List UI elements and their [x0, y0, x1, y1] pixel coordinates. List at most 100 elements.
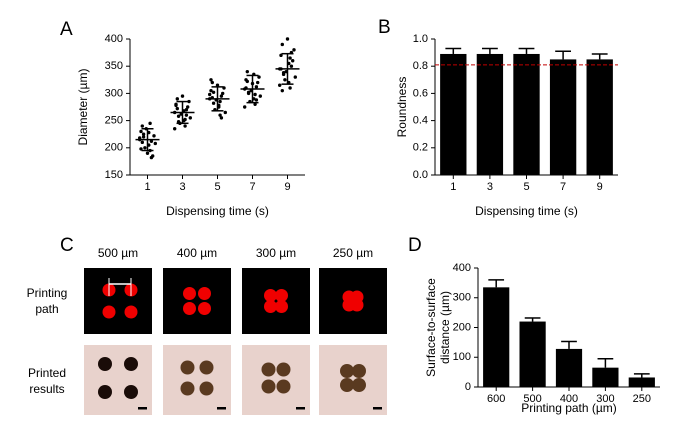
data-point [187, 99, 191, 104]
data-point [256, 80, 260, 85]
spheroid [352, 378, 366, 392]
spheroid [199, 381, 214, 396]
bar [555, 348, 583, 387]
data-point [293, 75, 297, 79]
data-point [175, 106, 179, 111]
y-tick-label: 0.4 [413, 115, 428, 127]
bar [628, 377, 655, 387]
data-point [289, 64, 294, 68]
spheroid [340, 364, 354, 378]
data-point [145, 151, 150, 155]
panel-label: D [408, 235, 422, 256]
data-point [218, 99, 222, 104]
data-point [246, 90, 251, 95]
column-header: 250 µm [333, 246, 373, 260]
data-point [143, 146, 147, 150]
data-point [149, 139, 154, 143]
data-point [184, 113, 189, 117]
row-label: results [29, 382, 64, 396]
bar [592, 367, 619, 387]
y-tick-label: 1.0 [413, 33, 428, 45]
data-point [215, 83, 220, 87]
data-point [174, 103, 178, 108]
data-point [140, 124, 144, 128]
x-tick-label: 1 [144, 181, 150, 193]
data-point [211, 90, 216, 95]
data-point [152, 134, 156, 138]
data-point [141, 132, 146, 136]
spheroid [352, 364, 366, 378]
data-point [254, 98, 259, 102]
x-axis-label: Printing path (µm) [521, 401, 617, 415]
panel-label: A [60, 19, 73, 40]
y-tick-label: 150 [105, 169, 123, 181]
data-point [188, 116, 192, 120]
bar [586, 59, 613, 175]
spheroid [276, 362, 291, 377]
x-tick-label: 5 [523, 181, 529, 193]
data-point [281, 71, 286, 75]
y-tick-label: 400 [453, 262, 471, 274]
spheroid [180, 360, 195, 375]
spheroid [261, 362, 276, 377]
y-tick-label: 0.0 [413, 169, 428, 181]
data-point [211, 101, 216, 105]
path-dot [102, 305, 116, 319]
bar [549, 59, 577, 175]
y-axis-label: Diameter (µm) [76, 69, 90, 146]
photo [84, 345, 152, 415]
data-point [175, 97, 179, 101]
y-tick-label: 250 [105, 115, 123, 127]
path-dot [198, 287, 211, 300]
x-tick-label: 250 [633, 393, 651, 405]
bar [483, 287, 510, 387]
y-tick-label: 300 [453, 292, 471, 304]
data-point [148, 121, 152, 126]
column-header: 500 µm [98, 246, 138, 260]
data-point [278, 83, 282, 87]
path-dot [264, 300, 277, 313]
photo [242, 345, 310, 415]
x-tick-label: 500 [523, 393, 541, 405]
data-point [243, 105, 247, 109]
data-point [139, 129, 143, 134]
data-point [219, 94, 224, 98]
panel-label: B [378, 17, 391, 38]
data-point [253, 102, 257, 106]
x-tick-label: 9 [284, 181, 290, 193]
row-label: path [35, 302, 58, 316]
path-dot [198, 302, 211, 315]
path-image [242, 268, 310, 334]
x-axis-label: Dispensing time (s) [475, 204, 578, 218]
y-tick-label: 200 [105, 142, 123, 154]
data-point [285, 37, 290, 41]
bar [440, 53, 467, 175]
scale-bar [296, 407, 305, 410]
data-point [209, 88, 213, 93]
scale-bar [217, 407, 226, 410]
data-point [288, 86, 292, 90]
data-point [180, 94, 185, 98]
data-point [280, 42, 284, 47]
path-dot [183, 287, 196, 300]
row-label: Printing [27, 286, 68, 300]
column-header: 400 µm [177, 246, 217, 260]
data-point [186, 105, 190, 109]
data-point [253, 92, 257, 97]
path-dot [275, 289, 288, 302]
data-point [149, 155, 154, 160]
y-tick-label: 0.6 [413, 87, 428, 99]
bar [519, 321, 546, 387]
x-tick-label: 3 [487, 181, 493, 193]
y-tick-label: 0.2 [413, 142, 428, 154]
data-point [280, 88, 284, 93]
y-tick-label: 300 [105, 87, 123, 99]
spheroid [124, 385, 138, 399]
data-point [153, 141, 157, 146]
path-dot [264, 289, 277, 302]
data-point [184, 108, 189, 112]
y-tick-label: 400 [105, 33, 123, 45]
path-image [84, 268, 152, 334]
spheroid [340, 378, 354, 392]
data-point [210, 80, 214, 85]
